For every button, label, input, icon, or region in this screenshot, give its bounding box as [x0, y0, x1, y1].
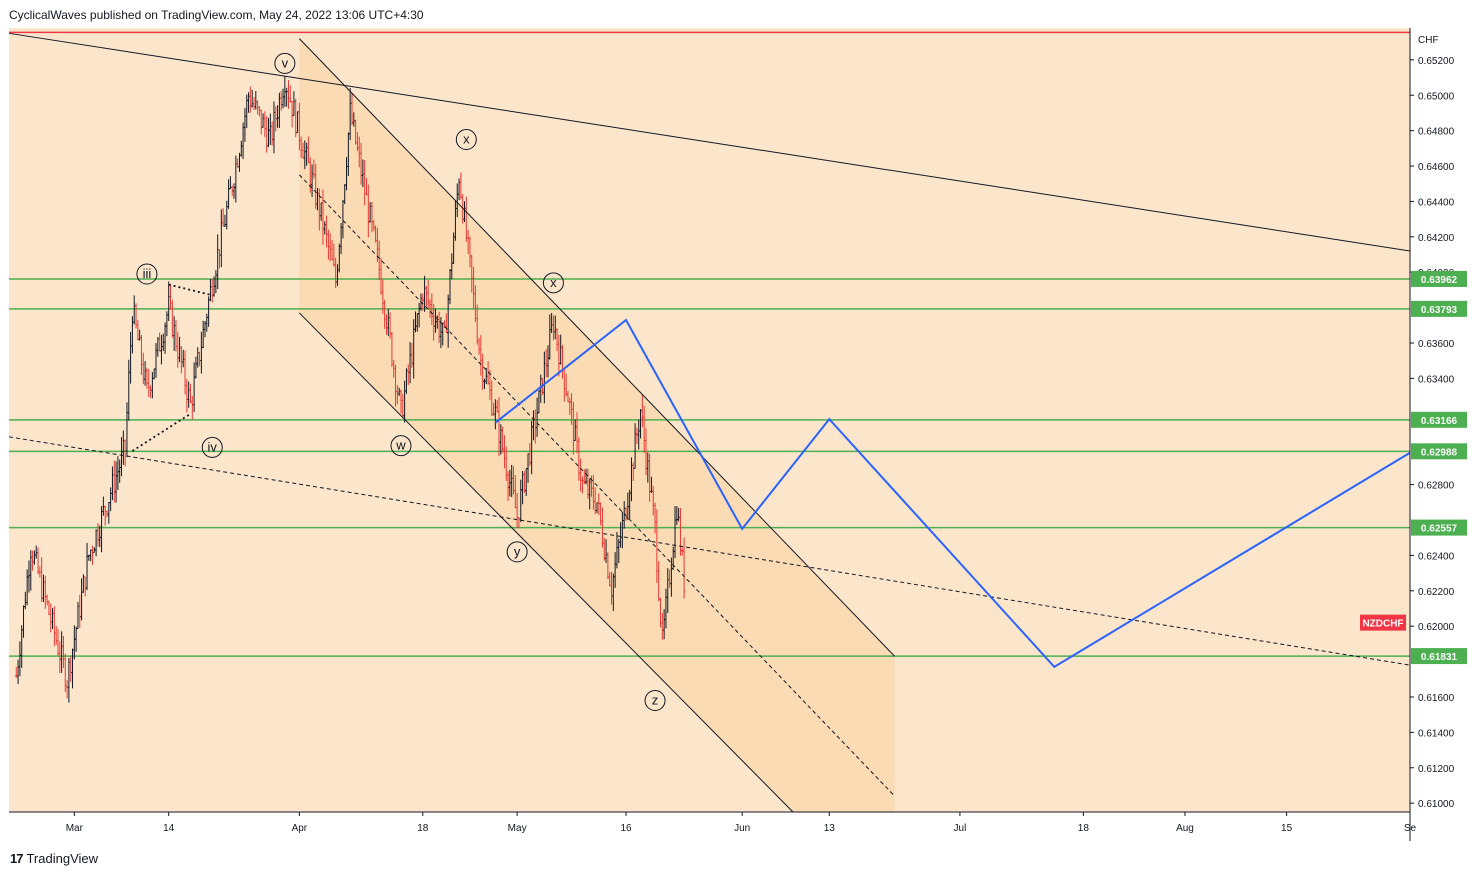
currency-label: CHF — [1418, 35, 1439, 46]
wave-label: y — [514, 544, 521, 559]
level-tag-label: 0.63166 — [1421, 416, 1458, 427]
trendline-dotted-6 — [131, 413, 191, 452]
x-tick-label: 16 — [620, 823, 632, 834]
x-tick-label: May — [508, 823, 527, 834]
wave-label-circle — [201, 436, 223, 458]
projection-path — [494, 318, 1411, 669]
y-tick-label: 0.64400 — [1418, 197, 1455, 208]
wave-label: z — [652, 693, 659, 708]
level-tag-label: 0.63962 — [1421, 275, 1458, 286]
wave-label-circle — [136, 263, 158, 285]
wave-label: x — [550, 275, 557, 290]
y-tick-label: 0.63400 — [1418, 374, 1455, 385]
wave-label-circle — [455, 128, 477, 150]
y-tick-label: 0.62800 — [1418, 481, 1455, 492]
y-tick-label: 0.61200 — [1418, 764, 1455, 775]
y-tick-label: 0.65000 — [1418, 91, 1455, 102]
trendline-dashed-4 — [8, 436, 1411, 666]
x-tick-label: 14 — [163, 823, 175, 834]
brand-name: TradingView — [26, 851, 99, 866]
level-tag-bg-1 — [1411, 300, 1467, 317]
level-tag-label: 0.62557 — [1421, 524, 1458, 535]
x-tick-label: Jul — [954, 823, 967, 834]
y-tick-label: 0.62400 — [1418, 551, 1455, 562]
symbol-tag: NZDCHF — [1362, 619, 1403, 630]
trendline-solid-0 — [8, 32, 1411, 252]
level-tag-bg-3 — [1411, 443, 1467, 460]
trendline-solid-2 — [299, 312, 794, 813]
trendline-dashed-3 — [299, 174, 895, 797]
wave-label-circle — [542, 272, 564, 294]
y-tick-label: 0.64800 — [1418, 127, 1455, 138]
x-tick-label: Se — [1404, 823, 1417, 834]
tradingview-brand[interactable]: 17 TradingView — [10, 851, 98, 866]
wave-label: iv — [208, 439, 218, 454]
level-tag-bg-4 — [1411, 519, 1467, 536]
wave-label-circle — [390, 435, 412, 457]
wave-label: w — [395, 438, 406, 453]
y-tick-label: 0.65200 — [1418, 56, 1455, 67]
y-tick-label: 0.64200 — [1418, 233, 1455, 244]
x-tick-label: 15 — [1281, 823, 1293, 834]
tradingview-logo-icon: 17 — [10, 851, 24, 866]
x-tick-label: Mar — [66, 823, 84, 834]
y-tick-label: 0.61400 — [1418, 728, 1455, 739]
y-tick-label: 0.61600 — [1418, 693, 1455, 704]
y-tick-label: 0.61000 — [1418, 799, 1455, 810]
trendline-solid-1 — [299, 38, 895, 657]
level-tag-label: 0.61831 — [1421, 652, 1458, 663]
wave-label-circle — [644, 690, 666, 712]
wave-label: x — [463, 131, 470, 146]
wave-label-circle — [274, 52, 296, 74]
level-tag-label: 0.62988 — [1421, 447, 1458, 458]
x-tick-label: 18 — [1078, 823, 1090, 834]
y-tick-label: 0.64600 — [1418, 162, 1455, 173]
y-tick-label: 0.62000 — [1418, 622, 1455, 633]
level-tag-bg-5 — [1411, 648, 1467, 665]
x-tick-label: 13 — [824, 823, 836, 834]
level-tag-label: 0.63793 — [1421, 305, 1458, 316]
wave-label: v — [282, 55, 289, 70]
publisher-line: CyclicalWaves published on TradingView.c… — [9, 8, 424, 22]
wave-label: iii — [143, 266, 152, 281]
y-tick-label: 0.62200 — [1418, 587, 1455, 598]
level-tag-bg-2 — [1411, 411, 1467, 428]
level-tag-bg-0 — [1411, 270, 1467, 287]
symbol-tag-bg — [1360, 614, 1406, 631]
y-tick-label: 0.63600 — [1418, 339, 1455, 350]
channel-fill — [299, 38, 895, 812]
x-tick-label: Jun — [734, 823, 750, 834]
x-tick-label: 18 — [417, 823, 429, 834]
x-tick-label: Aug — [1176, 823, 1194, 834]
wave-label-circle — [506, 541, 528, 563]
x-tick-label: Apr — [292, 823, 308, 834]
